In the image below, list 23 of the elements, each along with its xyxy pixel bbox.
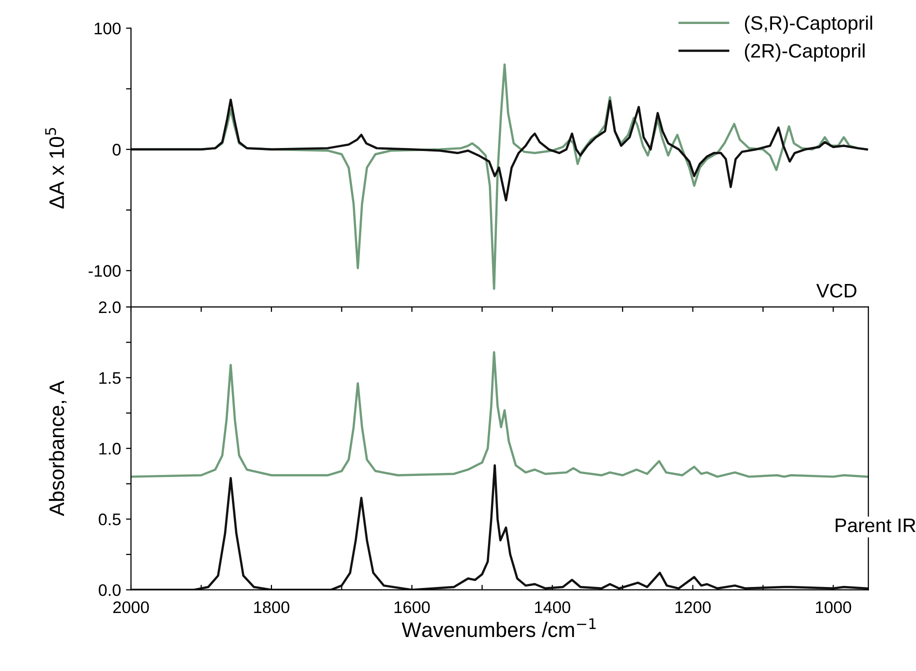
y-tick-label: 0.5 (98, 514, 121, 526)
y-tick-label: 0.0 (98, 584, 121, 596)
y-axis-title: Absorbance, A (48, 380, 67, 516)
x-tick-label: 2000 (113, 601, 149, 614)
line-series (130, 351, 868, 478)
x-tick-label: 1800 (254, 601, 290, 614)
legend-label: (2R)-Captopril (744, 43, 865, 62)
annotation: VCD (816, 284, 856, 298)
x-tick-label: 1200 (676, 601, 711, 614)
x-axis-title: Wavenumbers /cm$^{−1}$ (402, 618, 596, 638)
line-series (130, 98, 868, 202)
y-tick-label: -100 (88, 265, 121, 277)
x-tick-label: 1600 (394, 601, 430, 614)
y-tick-label: 2.0 (98, 301, 121, 314)
y-tick-label: 0 (112, 144, 121, 156)
y-tick-label: 100 (94, 22, 121, 34)
x-tick-label: 1000 (816, 601, 852, 614)
annotation: Parent IR (836, 518, 916, 532)
x-tick-label: 1400 (535, 601, 570, 614)
y-axis-title: ΔA x 10$^{5}$ (45, 128, 64, 209)
legend-label: (S,R)-Captopril (744, 16, 872, 34)
y-tick-label: 1.0 (99, 442, 121, 455)
y-tick-label: 1.5 (99, 372, 121, 384)
